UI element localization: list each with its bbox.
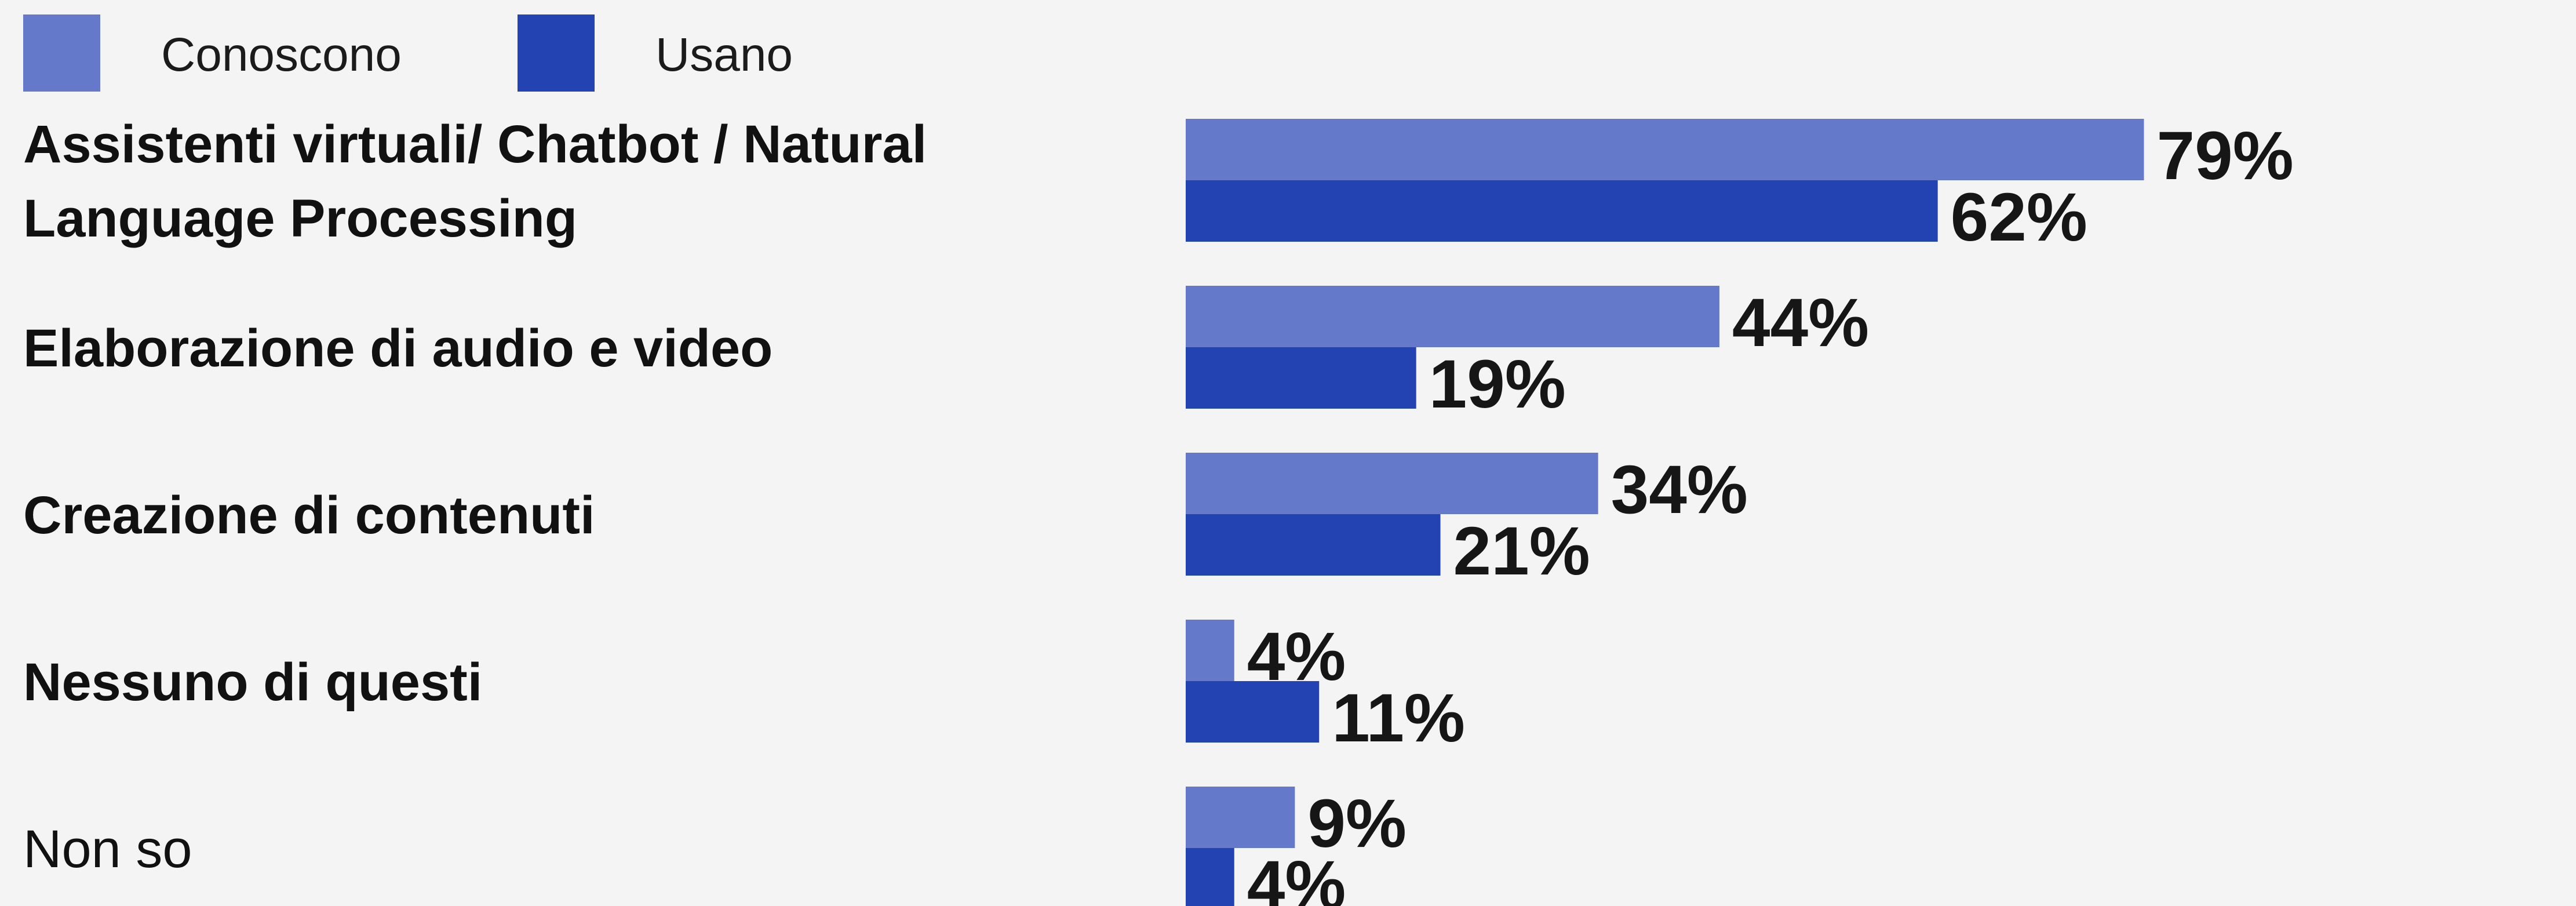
value-label-conoscono: 4% [1247,618,1346,695]
category-label: Creazione di contenuti [23,486,595,545]
bar-usano [1186,347,1416,409]
bar-conoscono [1186,286,1719,347]
value-label-conoscono: 9% [1307,785,1407,862]
bars [1186,119,2144,906]
legend: Conoscono Usano [23,14,793,92]
bar-conoscono [1186,119,2144,180]
category-label: Nessuno di questi [23,653,482,712]
category-label: Language Processing [23,189,577,248]
value-label-usano: 21% [1453,513,1590,590]
value-label-usano: 19% [1429,346,1566,423]
bar-usano [1186,180,1938,242]
value-label-usano: 11% [1332,680,1465,756]
value-labels: 79%62%44%19%34%21%4%11%9%4% [1247,118,2294,906]
bar-usano [1186,848,1234,906]
value-label-conoscono: 79% [2156,118,2293,194]
bar-conoscono [1186,620,1234,681]
category-label: Elaborazione di audio e video [23,319,773,378]
legend-label-conoscono: Conoscono [161,28,402,81]
legend-swatch-conoscono [23,14,100,92]
bar-conoscono [1186,453,1598,514]
category-label: Assistenti virtuali/ Chatbot / Natural [23,115,927,174]
value-label-usano: 4% [1247,847,1346,906]
bar-conoscono [1186,787,1295,848]
value-label-usano: 62% [1951,179,2087,256]
value-label-conoscono: 34% [1611,452,1748,528]
bar-usano [1186,681,1320,743]
legend-label-usano: Usano [655,28,793,81]
legend-swatch-usano [518,14,595,92]
category-labels: Assistenti virtuali/ Chatbot / Natural La… [23,115,927,879]
bar-usano [1186,514,1441,576]
category-label: Non so [23,820,192,879]
value-label-conoscono: 44% [1732,285,1869,361]
